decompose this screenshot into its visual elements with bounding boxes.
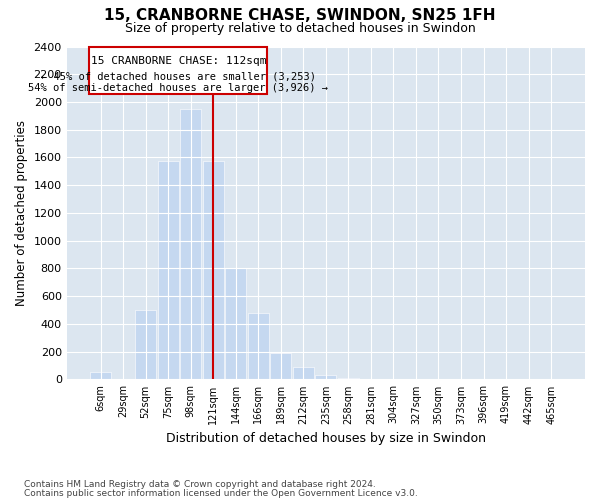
Bar — [316, 376, 336, 380]
Bar — [203, 161, 224, 380]
Bar — [338, 378, 359, 380]
Bar — [89, 47, 267, 94]
Text: Contains public sector information licensed under the Open Government Licence v3: Contains public sector information licen… — [24, 488, 418, 498]
Text: Size of property relative to detached houses in Swindon: Size of property relative to detached ho… — [125, 22, 475, 35]
Text: ← 45% of detached houses are smaller (3,253): ← 45% of detached houses are smaller (3,… — [41, 72, 316, 82]
Bar — [248, 313, 269, 380]
Text: Contains HM Land Registry data © Crown copyright and database right 2024.: Contains HM Land Registry data © Crown c… — [24, 480, 376, 489]
X-axis label: Distribution of detached houses by size in Swindon: Distribution of detached houses by size … — [166, 432, 486, 445]
Bar — [90, 372, 111, 380]
Text: 15, CRANBORNE CHASE, SWINDON, SN25 1FH: 15, CRANBORNE CHASE, SWINDON, SN25 1FH — [104, 8, 496, 22]
Bar — [226, 268, 246, 380]
Y-axis label: Number of detached properties: Number of detached properties — [15, 120, 28, 306]
Text: 15 CRANBORNE CHASE: 112sqm: 15 CRANBORNE CHASE: 112sqm — [91, 56, 266, 66]
Bar — [181, 109, 201, 380]
Bar — [158, 161, 179, 380]
Bar — [293, 367, 314, 380]
Text: 54% of semi-detached houses are larger (3,926) →: 54% of semi-detached houses are larger (… — [28, 84, 328, 94]
Bar — [135, 310, 156, 380]
Bar — [271, 353, 291, 380]
